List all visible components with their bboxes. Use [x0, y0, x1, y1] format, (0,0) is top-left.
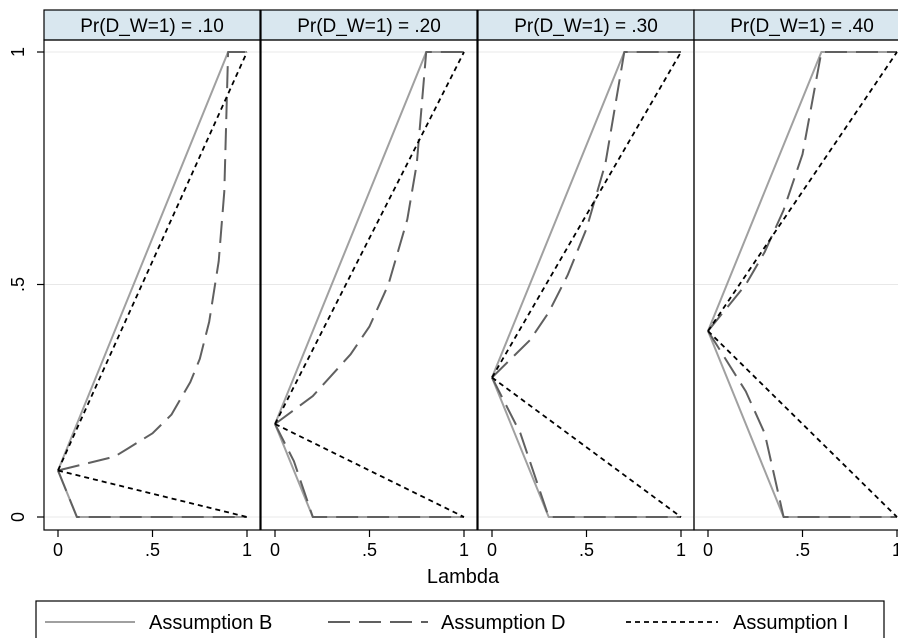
- facet-strip: [477, 9, 695, 41]
- x-axis-title: Lambda: [427, 566, 500, 588]
- y-tick-label: 0: [8, 512, 28, 522]
- x-tick-label: .5: [579, 540, 594, 560]
- series-line: [491, 377, 681, 518]
- x-tick-label: 1: [892, 540, 898, 560]
- series-line: [707, 51, 898, 332]
- series-line: [707, 330, 898, 518]
- facet-panel-2: Pr(D_W=1) = .20 0 .5 1: [260, 9, 478, 560]
- x-tick-label: 0: [703, 540, 713, 560]
- y-tick-label: .5: [8, 277, 28, 292]
- series-line: [274, 423, 464, 518]
- facet-title: Pr(D_W=1) = .20: [297, 16, 441, 37]
- legend-label: Assumption D: [441, 612, 566, 634]
- facet-title: Pr(D_W=1) = .10: [80, 16, 224, 37]
- series-line: [274, 51, 465, 425]
- facet-strip: [260, 9, 478, 41]
- series-line: [491, 376, 682, 518]
- x-tick-label: 0: [270, 540, 280, 560]
- x-tick-label: 1: [242, 540, 252, 560]
- x-tick-label: 0: [53, 540, 63, 560]
- x-tick-label: 1: [676, 540, 686, 560]
- x-tick-label: .5: [795, 540, 810, 560]
- series-line: [57, 470, 247, 518]
- series-line: [274, 51, 464, 425]
- facet-title: Pr(D_W=1) = .40: [730, 16, 874, 37]
- series-line: [57, 469, 248, 518]
- legend-label: Assumption B: [149, 612, 272, 634]
- series-line: [707, 330, 897, 518]
- series-line: [57, 51, 248, 471]
- legend: Assumption B Assumption D Assumption I: [35, 600, 885, 638]
- x-tick-label: 1: [459, 540, 469, 560]
- x-tick-label: 0: [487, 540, 497, 560]
- facet-strip: [43, 9, 261, 41]
- x-tick-label: .5: [145, 540, 160, 560]
- legend-label: Assumption I: [733, 612, 849, 634]
- facet-title: Pr(D_W=1) = .30: [514, 16, 658, 37]
- x-tick-label: .5: [362, 540, 377, 560]
- series-line: [707, 51, 897, 332]
- facet-strip: [693, 9, 898, 41]
- facet-panel-1: Pr(D_W=1) = .10 0 .5 1: [43, 9, 261, 560]
- legend-frame: [35, 600, 885, 638]
- series-line: [491, 377, 681, 518]
- series-line: [274, 423, 465, 518]
- series-line: [57, 51, 247, 472]
- series-line: [707, 51, 897, 332]
- facet-panel-3: Pr(D_W=1) = .30 0 .5 1: [477, 9, 695, 560]
- y-axis: 0.51: [8, 47, 44, 522]
- series-line: [491, 51, 682, 378]
- y-tick-label: 1: [8, 47, 28, 57]
- facet-panel-4: Pr(D_W=1) = .40 0 .5 1: [693, 9, 898, 560]
